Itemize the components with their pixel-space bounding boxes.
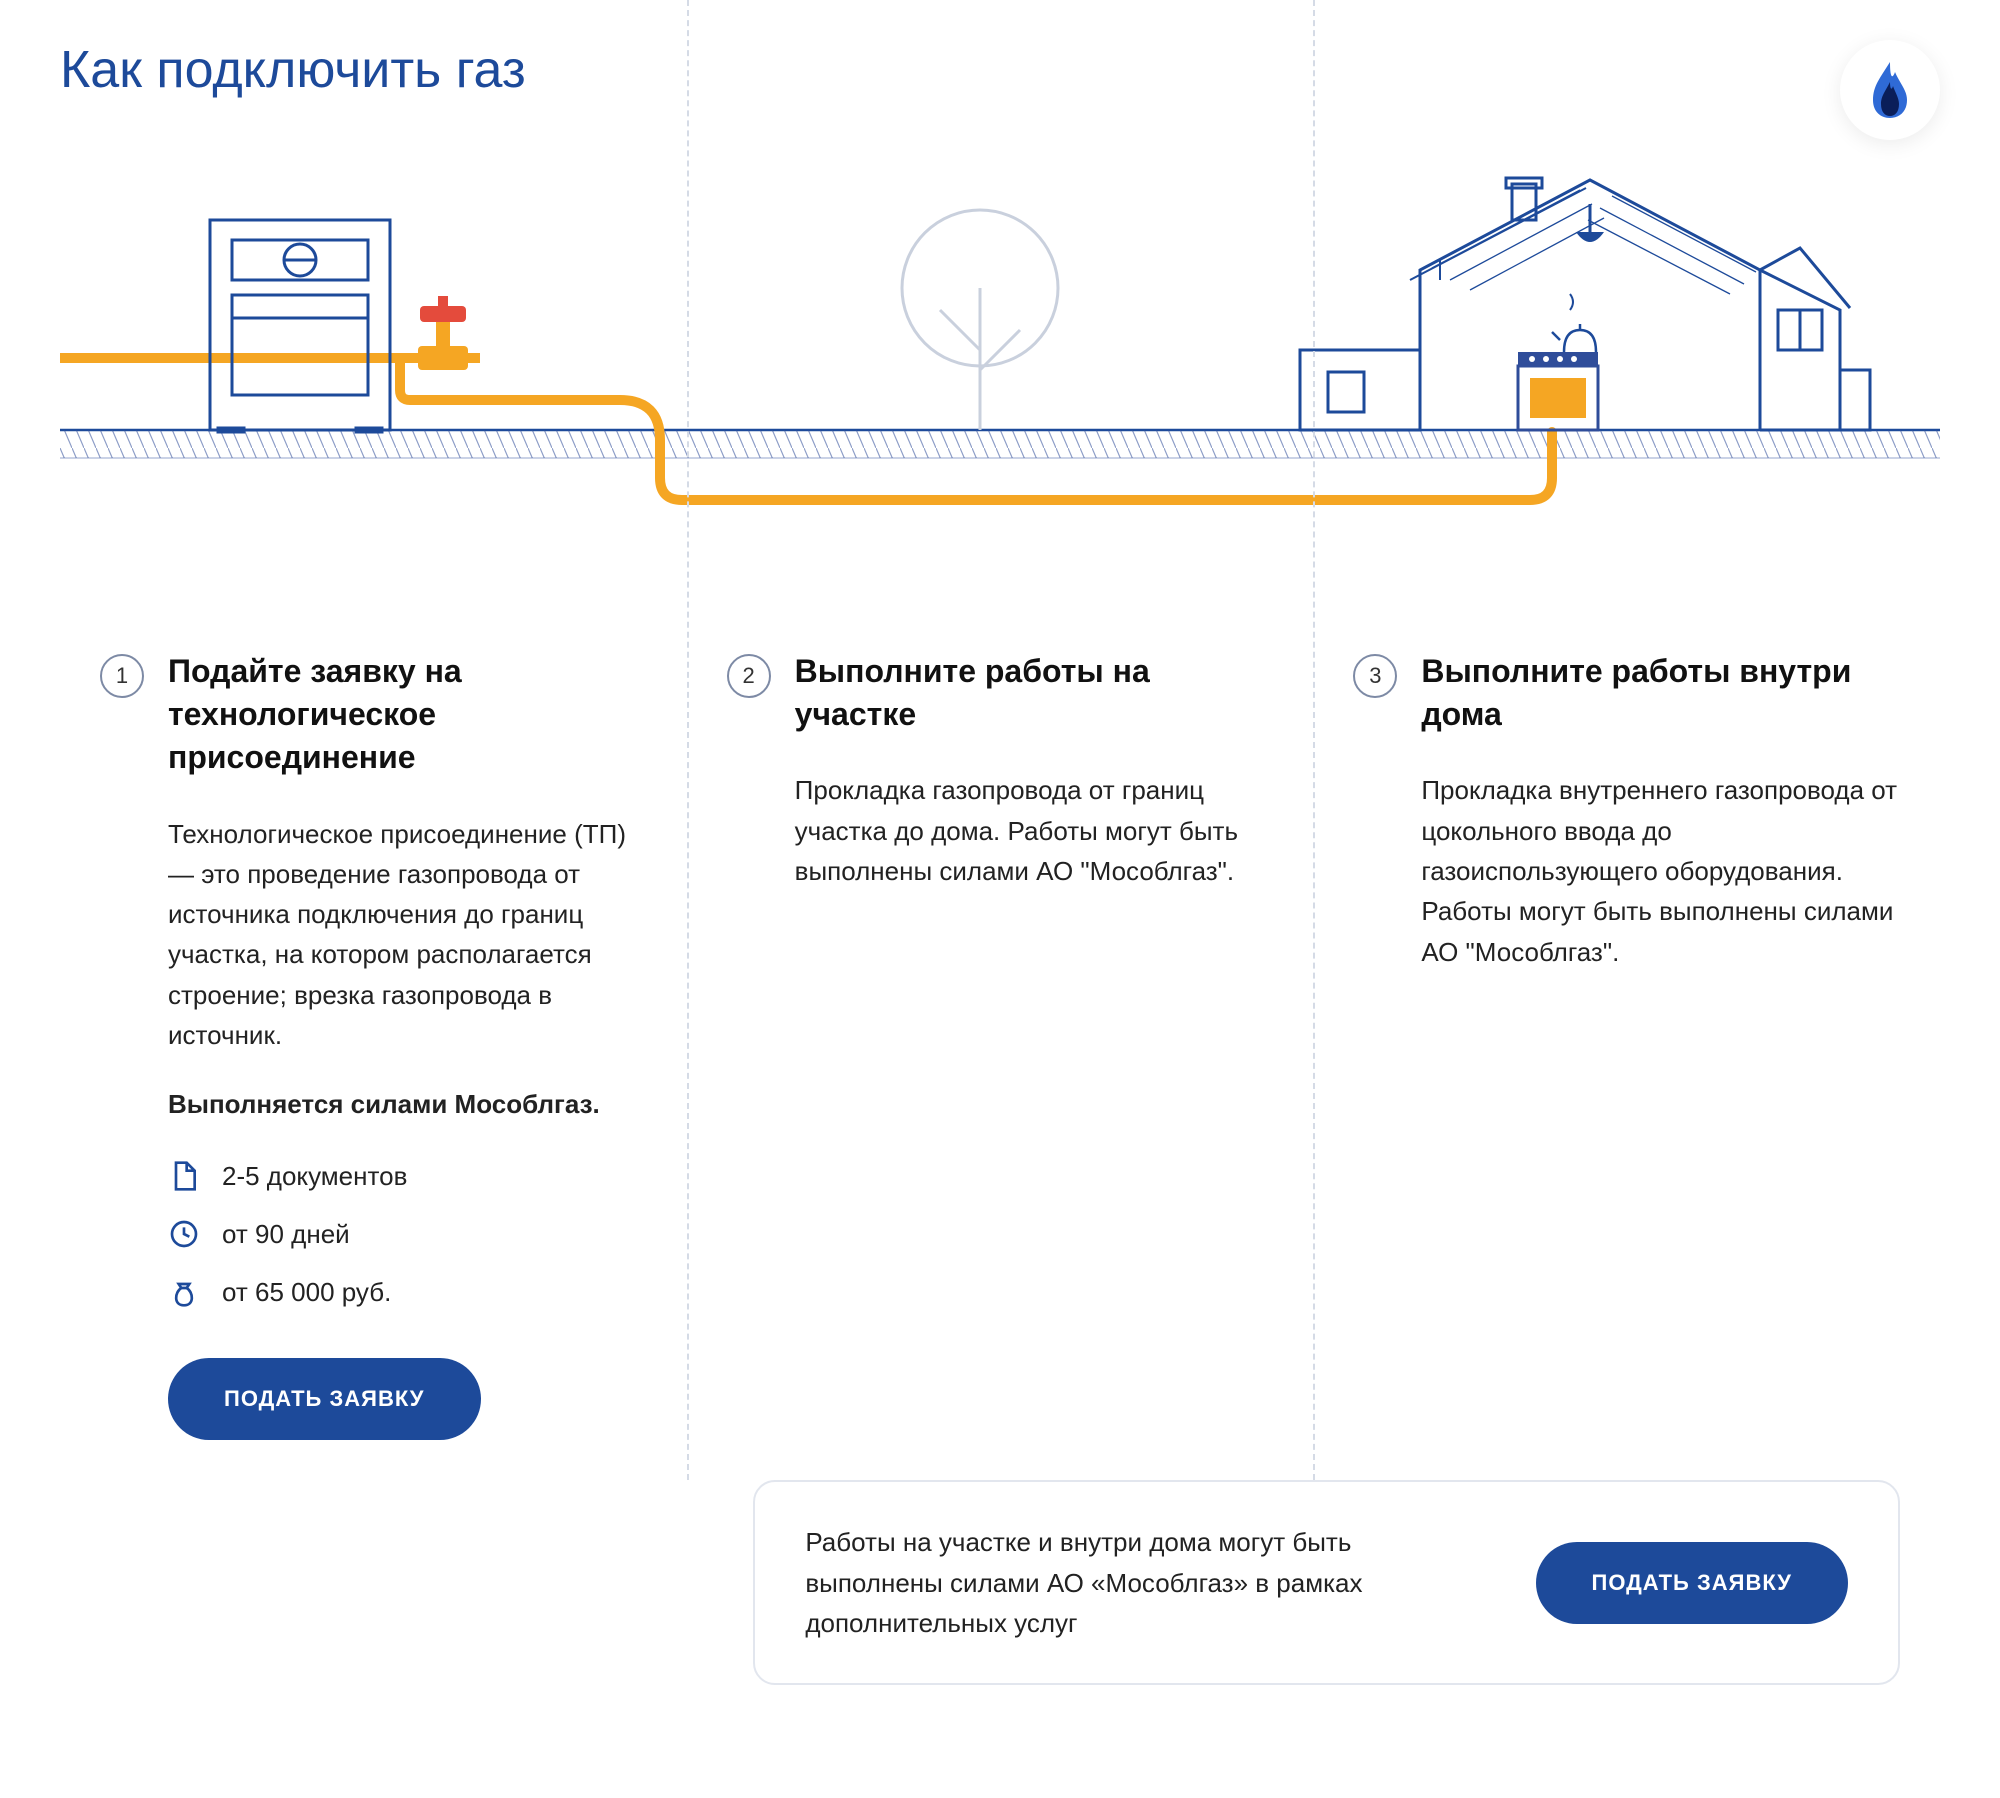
step-number: 2 [727,654,771,698]
page-title: Как подключить газ [60,40,1940,100]
step-title: Выполните работы внутри дома [1421,650,1900,736]
step-description: Прокладка внутреннего газопровода от цок… [1421,770,1900,971]
info-text: от 65 000 руб. [222,1277,391,1308]
step-info-list: 2-5 документов от 90 дней от 65 000 руб. [168,1160,647,1308]
document-icon [168,1160,200,1192]
step-description: Технологическое присоединение (ТП) — это… [168,814,647,1056]
money-bag-icon [168,1276,200,1308]
info-cost: от 65 000 руб. [168,1276,647,1308]
info-documents: 2-5 документов [168,1160,647,1192]
step-note: Выполняется силами Мособлгаз. [168,1085,647,1124]
submit-application-button[interactable]: ПОДАТЬ ЗАЯВКУ [168,1358,481,1440]
steps-row: 1 Подайте заявку на технологическое прис… [60,650,1940,1440]
step-1: 1 Подайте заявку на технологическое прис… [60,650,687,1440]
clock-icon [168,1218,200,1250]
step-number: 1 [100,654,144,698]
info-text: от 90 дней [222,1219,350,1250]
combined-services-box: Работы на участке и внутри дома могут бы… [753,1480,1900,1685]
info-duration: от 90 дней [168,1218,647,1250]
step-title: Подайте заявку на технологическое присое… [168,650,647,780]
flame-icon [1865,60,1915,120]
connection-diagram [60,140,1940,590]
step-2: 2 Выполните работы на участке Прокладка … [687,650,1314,1440]
step-number: 3 [1353,654,1397,698]
step-description: Прокладка газопровода от границ участка … [795,770,1274,891]
info-text: 2-5 документов [222,1161,407,1192]
combined-services-text: Работы на участке и внутри дома могут бы… [805,1522,1495,1643]
step-3: 3 Выполните работы внутри дома Прокладка… [1313,650,1940,1440]
step-title: Выполните работы на участке [795,650,1274,736]
flame-icon-badge[interactable] [1840,40,1940,140]
submit-application-button-secondary[interactable]: ПОДАТЬ ЗАЯВКУ [1536,1542,1849,1624]
